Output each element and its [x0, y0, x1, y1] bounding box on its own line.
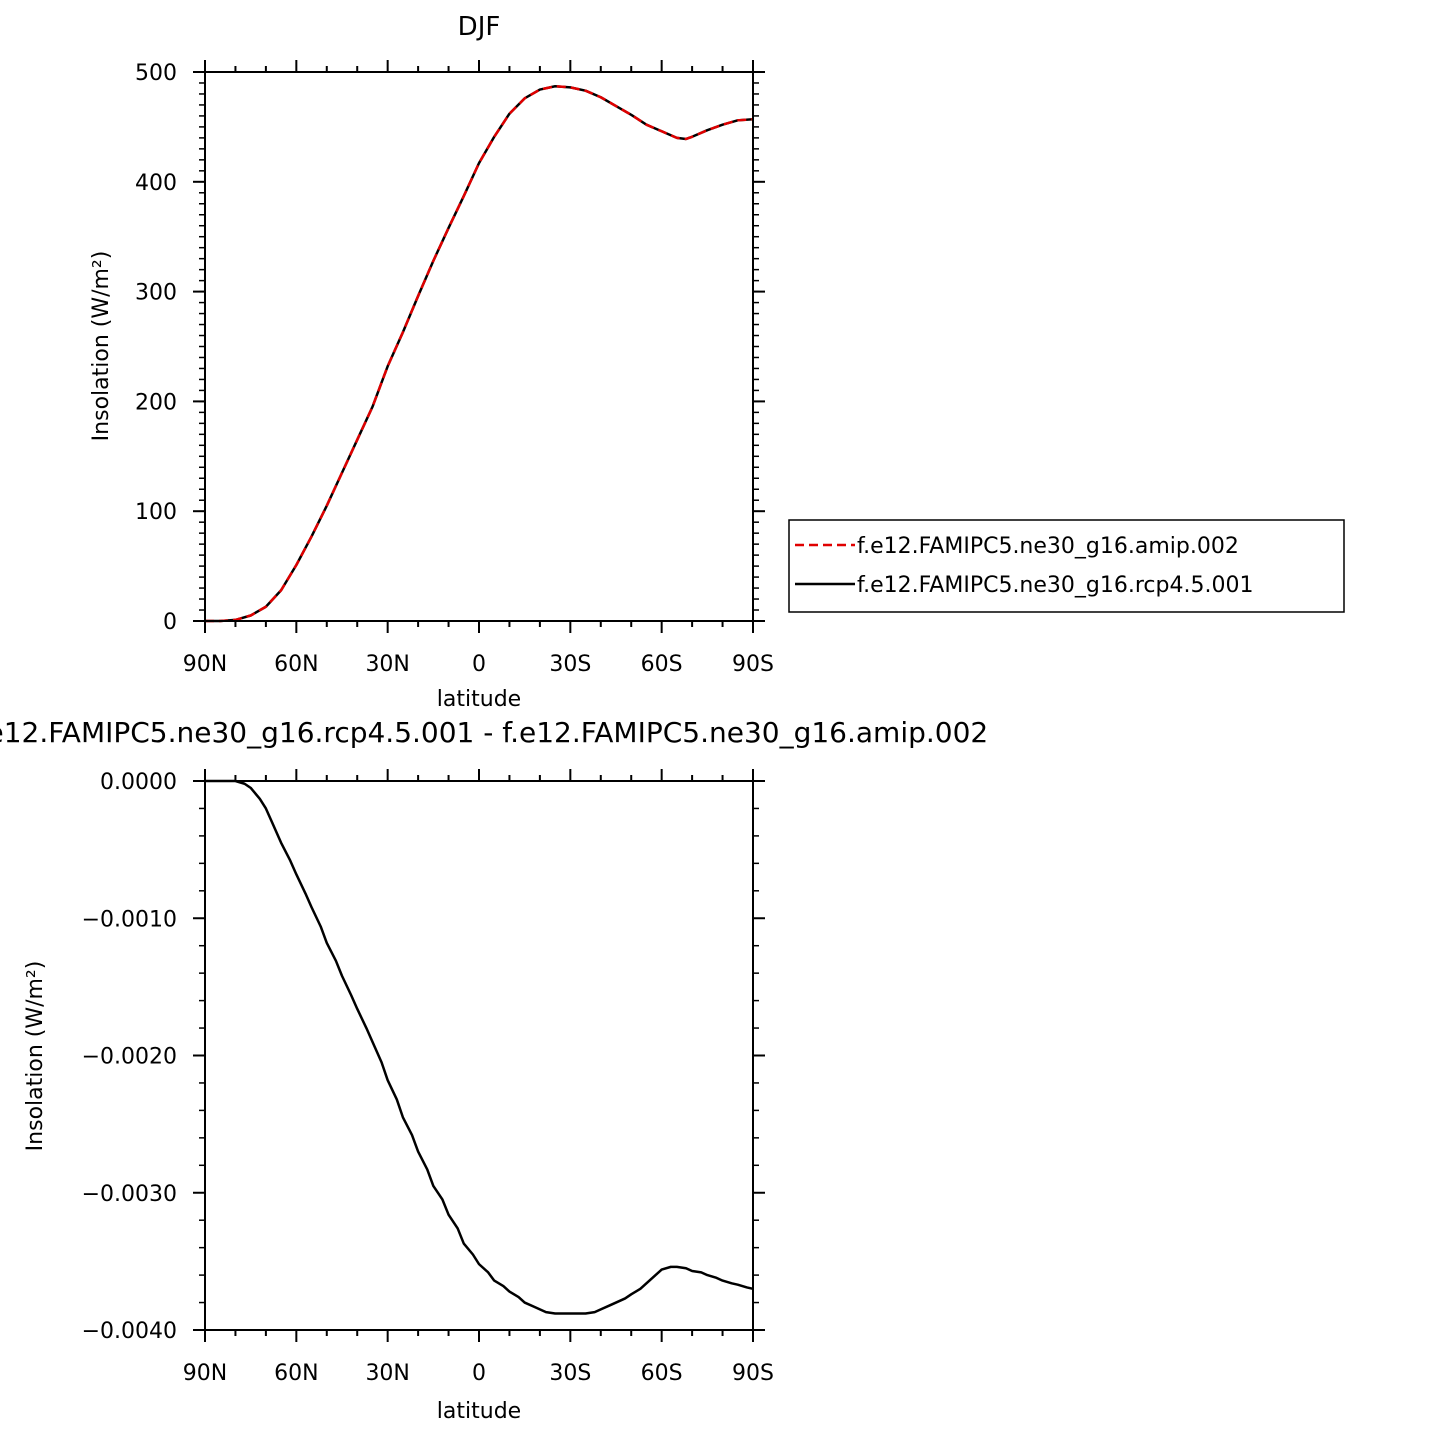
bottom-x-tick-label: 0 — [472, 1361, 486, 1386]
bottom-axis-ticks — [193, 769, 765, 1342]
bottom-y-tick-label: −0.0020 — [82, 1045, 177, 1070]
bottom-x-tick-label: 30S — [549, 1361, 591, 1386]
top-panel: DJF 90N 60N 30N 0 30S 60S 90S 0 100 200 … — [89, 12, 774, 712]
top-x-tick-label: 90S — [732, 652, 774, 677]
bottom-y-tick-label: −0.0030 — [82, 1182, 177, 1207]
top-y-tick-label: 100 — [135, 500, 177, 525]
top-x-tick-label: 30N — [365, 652, 409, 677]
bottom-x-tick-label: 30N — [365, 1361, 409, 1386]
top-y-tick-label: 300 — [135, 281, 177, 306]
legend-box — [788, 519, 1345, 613]
top-y-tick-label: 500 — [135, 61, 177, 86]
bottom-y-axis-label: Insolation (W/m²) — [23, 961, 48, 1152]
bottom-x-tick-label: 90S — [732, 1361, 774, 1386]
top-x-tick-label: 30S — [549, 652, 591, 677]
bottom-x-tick-label: 60N — [274, 1361, 318, 1386]
legend-label-amip: f.e12.FAMIPC5.ne30_g16.amip.002 — [857, 534, 1239, 559]
top-y-tick-label: 200 — [135, 390, 177, 415]
top-y-axis-label: Insolation (W/m²) — [89, 251, 114, 442]
top-axis-ticks — [193, 60, 765, 633]
top-x-tick-label: 0 — [472, 652, 486, 677]
bottom-x-tick-label: 90N — [183, 1361, 227, 1386]
top-chart-title: DJF — [458, 12, 501, 42]
bottom-x-tick-label: 60S — [641, 1361, 683, 1386]
legend: f.e12.FAMIPC5.ne30_g16.amip.002 f.e12.FA… — [788, 519, 1345, 613]
top-plot-area — [205, 85, 754, 623]
bottom-y-tick-label: −0.0010 — [82, 907, 177, 932]
bottom-chart-title: f.e12.FAMIPC5.ne30_g16.rcp4.5.001 - f.e1… — [0, 716, 988, 749]
bottom-panel: f.e12.FAMIPC5.ne30_g16.rcp4.5.001 - f.e1… — [0, 716, 988, 1424]
top-x-tick-label: 60S — [641, 652, 683, 677]
top-x-tick-label: 60N — [274, 652, 318, 677]
legend-label-rcp: f.e12.FAMIPC5.ne30_g16.rcp4.5.001 — [857, 573, 1253, 598]
top-y-tick-label: 0 — [163, 610, 177, 635]
bottom-x-axis-label: latitude — [437, 1399, 521, 1424]
bottom-plot-area — [205, 779, 754, 1315]
top-x-tick-label: 90N — [183, 652, 227, 677]
bottom-y-tick-label: −0.0040 — [82, 1319, 177, 1344]
top-x-axis-label: latitude — [437, 687, 521, 712]
top-series-line-0 — [205, 85, 754, 623]
bottom-series-line-0 — [205, 779, 754, 1315]
top-y-tick-label: 400 — [135, 171, 177, 196]
bottom-y-tick-label: 0.0000 — [100, 770, 177, 795]
